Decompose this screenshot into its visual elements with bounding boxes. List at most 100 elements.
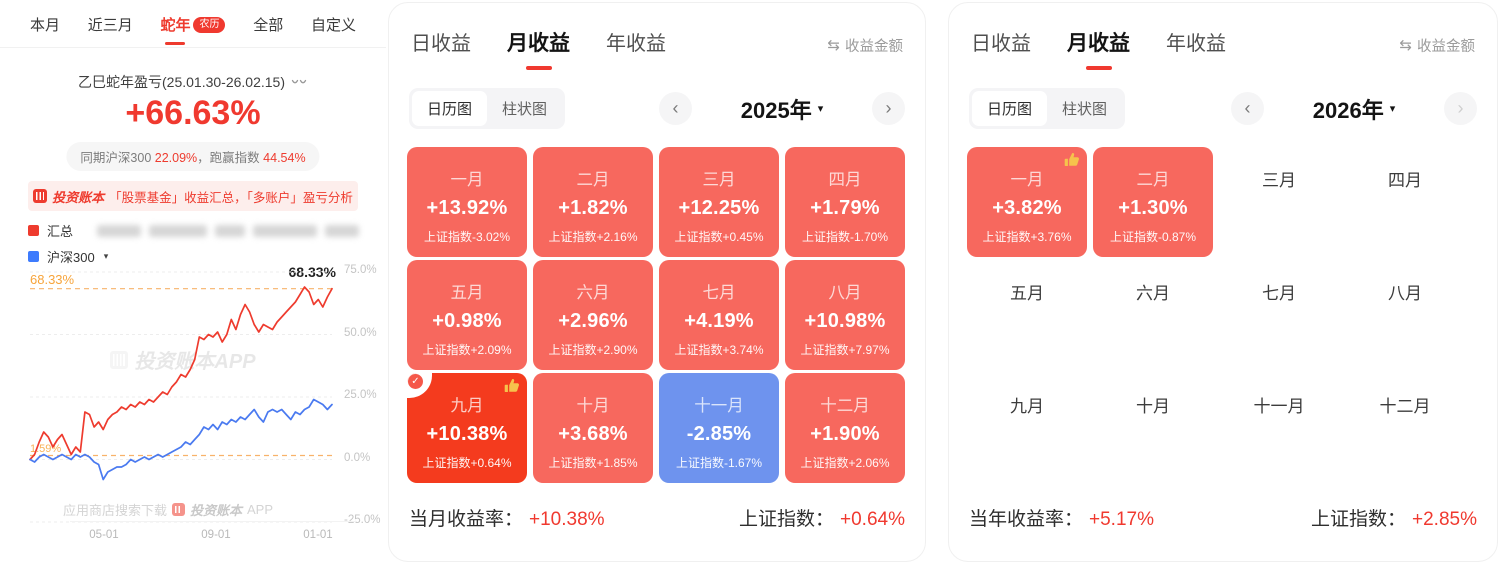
index-return-value: 上证指数+2.90% — [548, 343, 638, 357]
x-axis-tick: 09-01 — [201, 529, 231, 541]
month-tile-apr[interactable]: 四月 +1.79% 上证指数-1.70% — [785, 147, 905, 257]
legend-item-benchmark[interactable]: 沪深300 ▾ — [28, 247, 108, 266]
month-label: 十月 — [576, 397, 610, 415]
y-axis-tick: 25.0% — [344, 389, 377, 401]
tab-yearly-return[interactable]: 年收益 — [1166, 33, 1226, 55]
legend-item-total[interactable]: 汇总 — [28, 221, 360, 240]
hide-amount-eye-icon[interactable] — [291, 78, 308, 87]
month-return-value: -2.85% — [686, 423, 752, 445]
app-brand-name: 投资账本 — [52, 189, 105, 205]
month-tile-may[interactable]: 五月 +0.98% 上证指数+2.09% — [407, 260, 527, 370]
tab-yearly-return[interactable]: 年收益 — [606, 33, 666, 55]
month-return-value: +4.19% — [684, 310, 754, 332]
month-label: 五月 — [450, 284, 484, 302]
tab-monthly-return[interactable]: 月收益 — [507, 27, 570, 57]
performance-line-chart — [29, 271, 333, 523]
year-dropdown[interactable]: 2025年 ▾ — [741, 93, 823, 125]
total-return-value: +66.63% — [125, 94, 261, 132]
tab-custom[interactable]: 自定义 — [311, 14, 356, 35]
month-tile-nov[interactable]: 十一月 -2.85% 上证指数-1.67% — [659, 373, 779, 483]
tab-label: 自定义 — [310, 17, 356, 34]
divider — [0, 47, 386, 48]
year-label: 2026年 — [1312, 97, 1384, 123]
month-tile-aug[interactable]: 八月 +10.98% 上证指数+7.97% — [785, 260, 905, 370]
month-tile-feb[interactable]: 二月 +1.30% 上证指数-0.87% — [1093, 147, 1213, 257]
month-return-value: +2.96% — [558, 310, 628, 332]
next-year-button[interactable]: › — [1443, 92, 1477, 125]
month-grid: 一月 +13.92% 上证指数-3.02% 二月 +1.82% 上证指数+2.16% 三月 +… — [407, 147, 905, 483]
month-cell-jun: 六月 — [1093, 260, 1213, 370]
tab-recent-3-months[interactable]: 近三月 — [88, 14, 133, 35]
tab-label: 近三月 — [87, 17, 133, 34]
tab-snake-year[interactable]: 蛇年 农历 — [160, 14, 226, 45]
swap-icon: ⇆ — [827, 37, 840, 54]
index-return-value: 上证指数+2.09% — [422, 343, 512, 357]
toggle-amount-label: 收益金额 — [845, 38, 903, 55]
check-icon: ✓ — [408, 374, 423, 389]
month-cell-mar: 三月 — [1219, 147, 1339, 257]
tab-monthly-return[interactable]: 月收益 — [1067, 27, 1130, 57]
benchmark-text2: ，跑赢指数 — [197, 151, 264, 165]
month-tile-jan[interactable]: 一月 +3.82% 上证指数+3.76% — [967, 147, 1087, 257]
tab-this-month[interactable]: 本月 — [30, 14, 60, 35]
view-switcher: 日历图 柱状图 — [409, 88, 566, 129]
month-return-value: +10.38% — [426, 423, 508, 445]
month-cell-aug: 八月 — [1345, 260, 1465, 370]
summary-title: 乙巳蛇年盈亏(25.01.30-26.02.15) — [78, 74, 285, 90]
app-promo-banner[interactable]: 投资账本 「股票基金」收益汇总，「多账户」盈亏分析 — [28, 181, 358, 211]
month-label: 十一月 — [694, 397, 744, 415]
tab-all[interactable]: 全部 — [253, 14, 283, 35]
prev-year-button[interactable]: ‹ — [1231, 92, 1264, 125]
month-label: 四月 — [828, 171, 862, 189]
index-return-value: 上证指数+3.74% — [674, 343, 764, 357]
month-return-value: +1.30% — [1118, 197, 1188, 219]
prev-year-button[interactable]: ‹ — [659, 92, 692, 125]
year-dropdown[interactable]: 2026年 ▾ — [1313, 93, 1395, 125]
card-footer: 当年收益率： +5.17% 上证指数： +2.85% — [969, 504, 1477, 531]
tab-daily-return[interactable]: 日收益 — [411, 33, 471, 55]
year-label: 2025年 — [740, 97, 812, 123]
thumbs-up-icon — [1064, 152, 1080, 168]
month-label: 十一月 — [1253, 397, 1305, 416]
month-tile-jan[interactable]: 一月 +13.92% 上证指数-3.02% — [407, 147, 527, 257]
app-logo-icon — [110, 350, 129, 369]
app-logo-icon — [33, 189, 48, 203]
next-year-button[interactable]: › — [871, 92, 905, 125]
month-tile-mar[interactable]: 三月 +12.25% 上证指数+0.45% — [659, 147, 779, 257]
view-option-bar[interactable]: 柱状图 — [1062, 101, 1108, 118]
toggle-amount-view[interactable]: ⇆ 收益金额 — [827, 35, 903, 56]
view-option-calendar[interactable]: 日历图 — [412, 91, 488, 126]
outperform-value: 44.54% — [263, 151, 306, 165]
index-return-value: 上证指数-0.87% — [1109, 230, 1197, 244]
month-return-value: +1.82% — [558, 197, 628, 219]
month-tile-sep[interactable]: 九月 +10.38% 上证指数+0.64% ✓ — [407, 373, 527, 483]
x-axis-tick: 01-01 — [303, 529, 333, 541]
month-tile-dec[interactable]: 十二月 +1.90% 上证指数+2.06% — [785, 373, 905, 483]
summary-title-row: 乙巳蛇年盈亏(25.01.30-26.02.15) — [0, 72, 386, 92]
month-tile-feb[interactable]: 二月 +1.82% 上证指数+2.16% — [533, 147, 653, 257]
chevron-down-icon: ▾ — [817, 103, 824, 115]
tab-label: 全部 — [253, 17, 284, 34]
month-cell-jul: 七月 — [1219, 260, 1339, 370]
view-option-bar[interactable]: 柱状图 — [502, 101, 548, 118]
lunar-badge: 农历 — [193, 16, 226, 33]
month-tile-oct[interactable]: 十月 +3.68% 上证指数+1.85% — [533, 373, 653, 483]
month-tile-jul[interactable]: 七月 +4.19% 上证指数+3.74% — [659, 260, 779, 370]
index-return-value: 上证指数+3.76% — [982, 230, 1072, 244]
toggle-amount-view[interactable]: ⇆ 收益金额 — [1399, 35, 1475, 56]
month-label: 六月 — [576, 284, 610, 302]
benchmark-text: 同期沪深300 — [80, 151, 155, 165]
month-tile-jun[interactable]: 六月 +2.96% 上证指数+2.90% — [533, 260, 653, 370]
month-cell-dec: 十二月 — [1345, 373, 1465, 483]
month-label: 一月 — [450, 171, 484, 189]
month-label: 九月 — [450, 397, 484, 415]
y-axis-tick: 75.0% — [344, 264, 377, 276]
month-return-value: +12.25% — [678, 197, 760, 219]
month-return-value: +1.79% — [810, 197, 880, 219]
tab-daily-return[interactable]: 日收益 — [971, 33, 1031, 55]
month-label: 七月 — [702, 284, 736, 302]
month-label: 四月 — [1388, 171, 1422, 190]
y-axis-tick: -25.0% — [344, 514, 381, 526]
month-label: 五月 — [1010, 284, 1044, 303]
view-option-calendar[interactable]: 日历图 — [972, 91, 1048, 126]
